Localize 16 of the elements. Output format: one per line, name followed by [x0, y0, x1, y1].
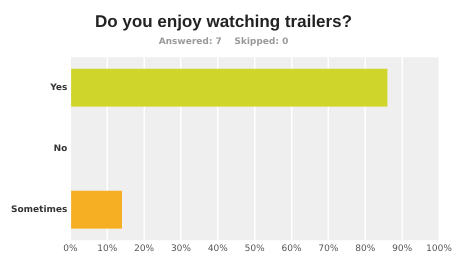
y-tick-label: No — [54, 144, 68, 154]
y-tick-label: Yes — [49, 83, 68, 94]
x-tick-label: 20% — [134, 244, 155, 254]
x-tick-label: 0% — [63, 244, 78, 254]
x-tick-label: 80% — [355, 244, 376, 254]
x-tick-label: 10% — [97, 244, 118, 254]
x-tick-label: 60% — [282, 244, 302, 254]
x-tick-label: 50% — [244, 244, 266, 254]
y-tick-label: Sometimes — [11, 205, 68, 216]
x-tick-label: 30% — [170, 244, 192, 254]
x-tick-label: 100% — [426, 244, 452, 254]
x-tick-label: 70% — [318, 244, 339, 254]
chart-title: Do you enjoy watching trailers? — [95, 12, 352, 31]
chart-subtitle: Answered: 7 Skipped: 0 — [158, 37, 288, 48]
x-tick-label: 90% — [392, 244, 413, 254]
x-tick-label: 40% — [208, 244, 228, 254]
